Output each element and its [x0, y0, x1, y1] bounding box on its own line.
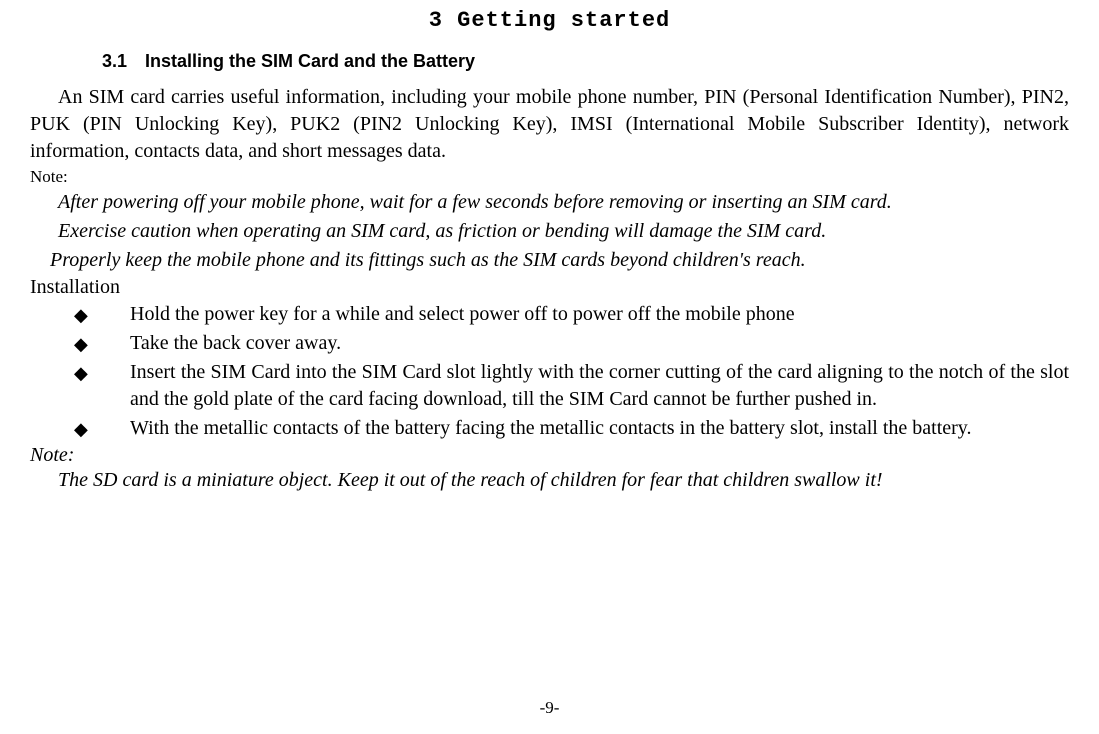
installation-label: Installation: [30, 276, 1069, 299]
list-item-text: Insert the SIM Card into the SIM Card sl…: [130, 361, 1069, 410]
bullet-list: ◆ Hold the power key for a while and sel…: [30, 301, 1069, 442]
chapter-title: 3 Getting started: [30, 8, 1069, 33]
intro-paragraph: An SIM card carries useful information, …: [30, 84, 1069, 165]
document-page: 3 Getting started 3.1 Installing the SIM…: [0, 0, 1099, 492]
list-item-text: Hold the power key for a while and selec…: [130, 303, 795, 325]
diamond-icon: ◆: [74, 361, 88, 385]
diamond-icon: ◆: [74, 332, 88, 356]
list-item-text: Take the back cover away.: [130, 332, 341, 354]
list-item: ◆ Hold the power key for a while and sel…: [102, 301, 1069, 328]
list-item: ◆ Insert the SIM Card into the SIM Card …: [102, 359, 1069, 413]
note-line: After powering off your mobile phone, wa…: [30, 189, 1069, 216]
diamond-icon: ◆: [74, 417, 88, 441]
note-line: Exercise caution when operating an SIM c…: [30, 218, 1069, 245]
note-line: Properly keep the mobile phone and its f…: [30, 247, 1069, 274]
list-item-text: With the metallic contacts of the batter…: [130, 417, 972, 439]
page-number: -9-: [0, 698, 1099, 718]
note-label: Note:: [30, 167, 1069, 187]
note2-line: The SD card is a miniature object. Keep …: [30, 469, 1069, 492]
section-heading: 3.1 Installing the SIM Card and the Batt…: [102, 51, 1069, 72]
list-item: ◆ Take the back cover away.: [102, 330, 1069, 357]
note2-label: Note:: [30, 444, 1069, 467]
diamond-icon: ◆: [74, 303, 88, 327]
list-item: ◆ With the metallic contacts of the batt…: [102, 415, 1069, 442]
